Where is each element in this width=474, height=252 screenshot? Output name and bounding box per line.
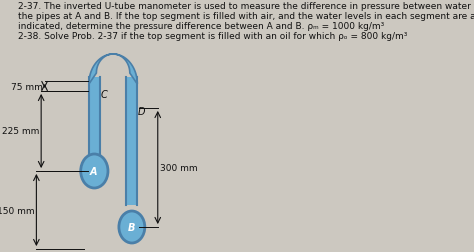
Text: 75 mm: 75 mm bbox=[11, 82, 43, 91]
Bar bbox=[89, 78, 100, 154]
Ellipse shape bbox=[81, 154, 108, 188]
Text: D: D bbox=[138, 107, 146, 116]
Polygon shape bbox=[89, 55, 137, 85]
Text: 2-37. The inverted U-tube manometer is used to measure the difference in pressur: 2-37. The inverted U-tube manometer is u… bbox=[18, 2, 474, 11]
Text: C: C bbox=[100, 90, 107, 100]
Text: B: B bbox=[128, 222, 135, 232]
Bar bbox=[127, 78, 137, 205]
Text: 2-38. Solve Prob. 2-37 if the top segment is filled with an oil for which ρₒ = 8: 2-38. Solve Prob. 2-37 if the top segmen… bbox=[18, 32, 407, 41]
Text: indicated, determine the pressure difference between A and B. ρₘ = 1000 kg/m³: indicated, determine the pressure differ… bbox=[18, 22, 384, 31]
Text: 225 mm: 225 mm bbox=[2, 127, 40, 136]
Text: A: A bbox=[89, 166, 97, 176]
Text: 300 mm: 300 mm bbox=[160, 163, 198, 172]
Ellipse shape bbox=[119, 211, 145, 243]
Text: 150 mm: 150 mm bbox=[0, 206, 35, 215]
Text: the pipes at A and B. If the top segment is filled with air, and the water level: the pipes at A and B. If the top segment… bbox=[18, 12, 474, 21]
